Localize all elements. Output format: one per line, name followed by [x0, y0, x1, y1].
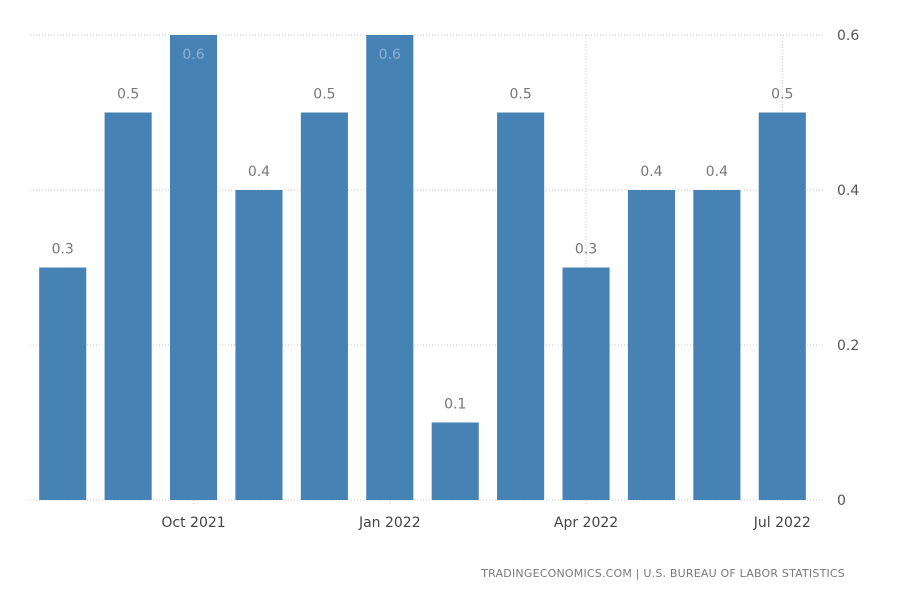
- x-tick-label: Oct 2021: [161, 515, 225, 531]
- data-label: 0.4: [640, 164, 662, 180]
- bar: [562, 267, 610, 500]
- y-tick-label: 0.6: [837, 28, 859, 44]
- y-tick-label: 0: [837, 493, 846, 509]
- bar: [431, 422, 479, 500]
- bar: [497, 112, 545, 500]
- data-label: 0.6: [379, 47, 401, 63]
- bar: [39, 267, 87, 500]
- data-label: 0.5: [313, 87, 335, 103]
- bar: [300, 112, 348, 500]
- data-label: 0.3: [52, 242, 74, 258]
- data-label: 0.3: [575, 242, 597, 258]
- bar: [104, 112, 152, 500]
- x-tick-label: Jan 2022: [358, 515, 421, 531]
- x-tick-label: Jul 2022: [753, 515, 811, 531]
- data-label: 0.5: [509, 87, 531, 103]
- bar: [366, 35, 414, 500]
- bar: [235, 190, 283, 500]
- y-tick-label: 0.4: [837, 183, 859, 199]
- data-label: 0.4: [248, 164, 270, 180]
- bar: [693, 190, 741, 500]
- bar: [627, 190, 676, 500]
- x-tick-label: Apr 2022: [554, 515, 618, 531]
- data-label: 0.5: [117, 87, 139, 103]
- data-label: 0.1: [444, 397, 466, 413]
- bar: [169, 35, 218, 500]
- data-label: 0.4: [706, 164, 728, 180]
- source-credit: TRADINGECONOMICS.COM | U.S. BUREAU OF LA…: [481, 567, 845, 580]
- data-label: 0.6: [182, 47, 204, 63]
- y-tick-label: 0.2: [837, 338, 859, 354]
- bar: [758, 112, 806, 500]
- data-label: 0.5: [771, 87, 793, 103]
